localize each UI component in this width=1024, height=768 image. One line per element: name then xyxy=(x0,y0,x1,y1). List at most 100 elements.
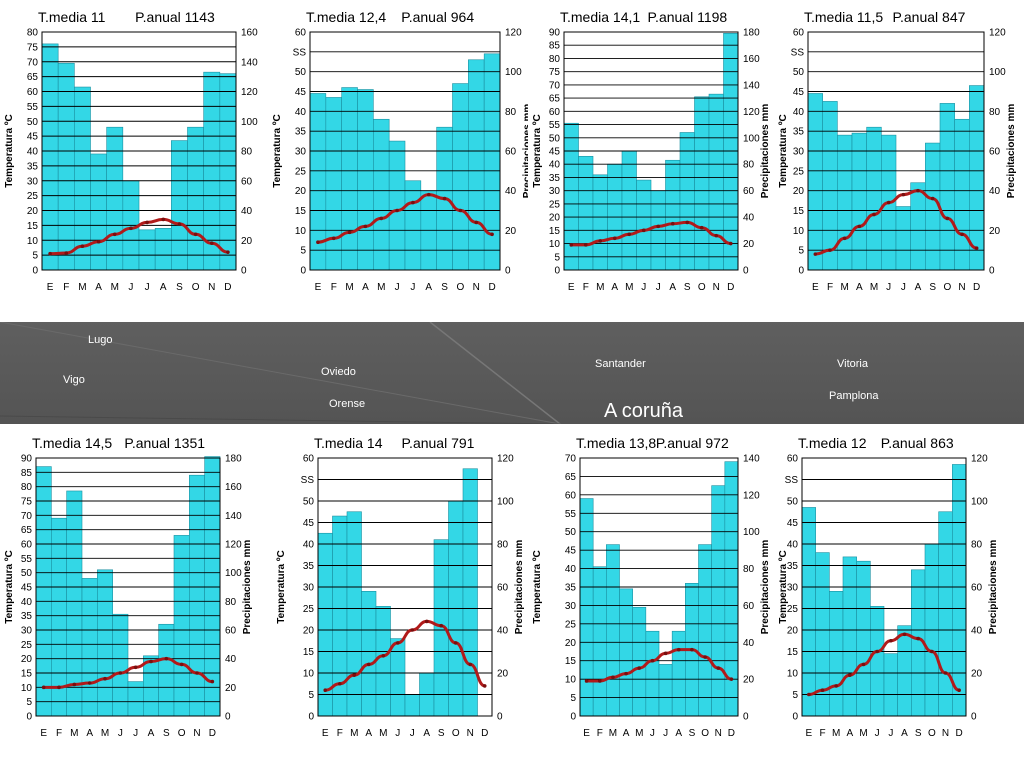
temp-tick-label: 65 xyxy=(27,72,39,83)
precip-bar xyxy=(592,174,608,271)
temperature-point xyxy=(379,216,384,221)
month-label: D xyxy=(727,282,734,293)
month-label: O xyxy=(928,728,936,739)
precip-tick-label: 80 xyxy=(497,540,509,551)
chart-title-precip: P.anual 863 xyxy=(881,435,954,451)
temp-tick-label: 60 xyxy=(27,87,39,98)
month-label: N xyxy=(473,282,480,293)
temp-tick-label: 25 xyxy=(295,166,307,177)
precip-bar xyxy=(138,229,156,271)
temp-tick-label: 20 xyxy=(295,186,307,197)
month-label: O xyxy=(698,282,706,293)
chart-title-temp: T.media 12 xyxy=(798,435,867,451)
temperature-point xyxy=(957,688,961,692)
precip-bar xyxy=(143,655,159,717)
band-diagonal-lines xyxy=(0,322,561,424)
temperature-point xyxy=(129,226,133,231)
month-label: M xyxy=(609,728,617,739)
temperature-point xyxy=(193,232,198,237)
temp-tick-label: 50 xyxy=(565,527,577,538)
precip-tick-label: 20 xyxy=(971,669,983,680)
temp-tick-label: 45 xyxy=(549,147,561,158)
temp-tick-label: 65 xyxy=(549,94,561,105)
precip-bar xyxy=(112,613,129,717)
temperature-point xyxy=(728,241,733,246)
chart-svg: T.media 14,1 P.anual 1198 0 5 10 15 20 25 30 35 40… xyxy=(532,9,771,293)
temp-tick-label: 30 xyxy=(787,583,799,594)
temp-tick-label: 65 xyxy=(21,525,33,536)
temp-tick-label: 45 xyxy=(303,518,315,529)
temperature-point xyxy=(676,647,681,652)
precip-axis-title: Precipitaciones mm xyxy=(988,540,999,635)
temperature-point xyxy=(848,673,852,677)
precip-bar xyxy=(851,132,867,271)
month-label: J xyxy=(641,282,646,293)
month-label: M xyxy=(101,728,109,739)
precip-tick-label: 80 xyxy=(743,564,755,575)
precip-tick-label: 120 xyxy=(225,540,242,551)
temperature-point xyxy=(96,239,101,244)
temperature-point xyxy=(226,250,230,254)
month-label: A xyxy=(915,282,922,293)
month-label: J xyxy=(663,728,668,739)
precip-bar xyxy=(41,43,59,271)
climograph-chart: T.media 13,8 P.anual 972 0 5 10 15 20 25 30 35 40 4… xyxy=(528,426,778,768)
temperature-point xyxy=(411,200,415,205)
temperature-point xyxy=(48,251,52,256)
precip-bar xyxy=(341,87,358,271)
month-label: S xyxy=(163,728,170,739)
temp-tick-label: 30 xyxy=(549,186,561,197)
plot-frame xyxy=(309,31,501,271)
temperature-point xyxy=(57,685,61,690)
temperature-point xyxy=(363,224,368,229)
precip-tick-label: 40 xyxy=(743,638,755,649)
temp-tick-label: 30 xyxy=(565,601,577,612)
chart-svg: T.media 11,5 P.anual 847 0 5 10 15 20 25 30 35 40 4… xyxy=(778,9,1017,293)
precip-tick-label: 40 xyxy=(241,206,253,217)
temperature-point xyxy=(145,220,149,225)
temp-tick-label: 70 xyxy=(565,454,577,465)
temp-tick-label: 20 xyxy=(27,206,39,217)
precip-tick-label: 60 xyxy=(241,176,253,187)
precip-bar xyxy=(35,466,52,717)
climograph-chart: T.media 14 P.anual 791 0 5 10 15 20 25 30 35 40 45 5… xyxy=(272,426,528,768)
month-label: A xyxy=(623,728,630,739)
precip-tick-label: 0 xyxy=(743,266,749,277)
temp-tick-label: 20 xyxy=(787,626,799,637)
month-label: M xyxy=(70,728,78,739)
temperature-point xyxy=(468,662,473,667)
precip-bar xyxy=(645,630,660,717)
temp-tick-label: 20 xyxy=(549,213,561,224)
month-label: D xyxy=(973,282,980,293)
temperature-point xyxy=(627,232,632,237)
month-label: D xyxy=(481,728,488,739)
temperature-point xyxy=(352,673,357,677)
temp-tick-label: SS xyxy=(785,475,799,486)
precip-bar xyxy=(66,490,83,717)
temp-tick-label: 5 xyxy=(32,251,38,262)
month-label: M xyxy=(840,282,848,293)
temperature-point xyxy=(584,679,589,683)
temperature-point xyxy=(930,196,935,201)
temperature-point xyxy=(714,233,719,238)
precip-tick-label: 60 xyxy=(989,147,1001,158)
precip-bar xyxy=(404,694,420,717)
temperature-line xyxy=(50,217,229,256)
month-label: A xyxy=(365,728,372,739)
temp-tick-label: 35 xyxy=(303,561,315,572)
temp-tick-label: 50 xyxy=(303,497,315,508)
precip-bar xyxy=(870,606,885,717)
precip-bar xyxy=(910,182,926,271)
temp-tick-label: 45 xyxy=(793,87,805,98)
precip-tick-label: 0 xyxy=(225,712,231,723)
precip-bar xyxy=(679,132,695,271)
month-label: M xyxy=(635,728,643,739)
temp-tick-label: 25 xyxy=(565,619,577,630)
precip-bar xyxy=(711,485,726,717)
precip-bar xyxy=(579,498,594,717)
temperature-point xyxy=(716,666,721,670)
precip-tick-label: 120 xyxy=(505,28,522,39)
month-label: M xyxy=(377,282,385,293)
temperature-point xyxy=(103,676,107,681)
month-label: N xyxy=(715,728,722,739)
